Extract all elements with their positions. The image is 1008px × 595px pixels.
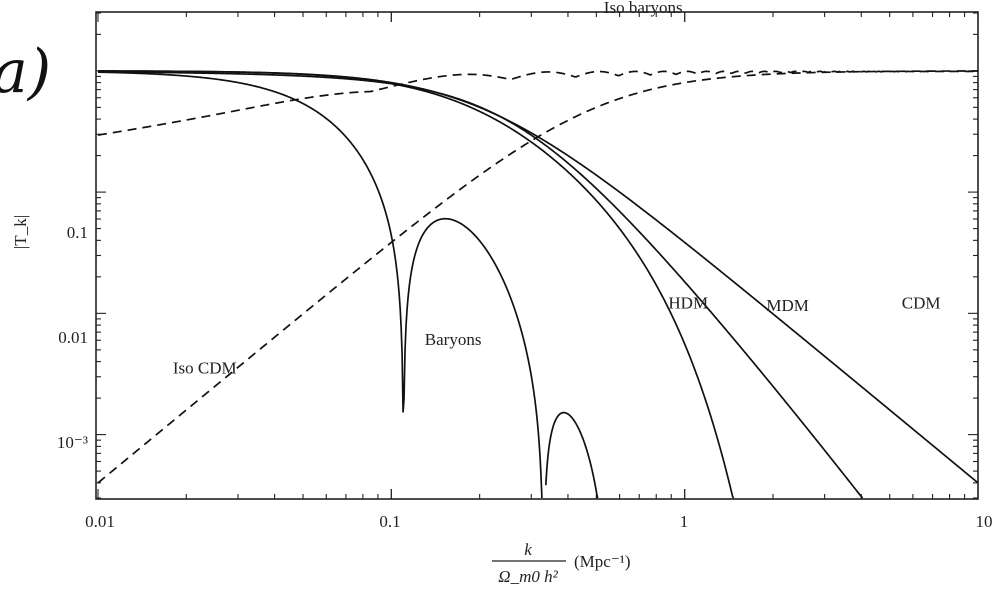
x-tick-label-1: 1: [680, 512, 689, 531]
x-tick-labels: 0.01 0.1 1 10: [85, 512, 992, 531]
y-axis-label: |T_k|: [11, 215, 30, 249]
series-label-baryons: Baryons: [425, 330, 482, 349]
series-label-iso-baryons: Iso baryons: [604, 0, 683, 17]
series-line-iso-cdm: [97, 70, 978, 484]
x-axis-label-numerator: k: [524, 540, 532, 559]
x-tick-label-0.01: 0.01: [85, 512, 115, 531]
series-label-hdm: HDM: [668, 293, 708, 312]
y-tick-labels: 0.1 0.01 10⁻³: [57, 223, 88, 452]
series-labels: CDM MDM HDM Baryons Iso baryons Iso CDM: [173, 0, 941, 377]
y-tick-label-0.01: 0.01: [58, 328, 88, 347]
axis-ticks: [96, 12, 979, 499]
panel-label: a): [0, 37, 51, 107]
series-line-baryons: [97, 71, 599, 499]
y-tick-label-0.001: 10⁻³: [57, 433, 88, 452]
series-label-iso-cdm: Iso CDM: [173, 358, 237, 377]
x-axis-label: k Ω_m0 h² (Mpc⁻¹): [492, 540, 631, 586]
series-label-mdm: MDM: [766, 296, 809, 315]
series-label-cdm: CDM: [902, 293, 941, 312]
x-tick-label-10: 10: [976, 512, 993, 531]
series-line-hdm: [98, 70, 735, 499]
series-curves: [97, 70, 979, 499]
y-tick-label-0.1: 0.1: [67, 223, 88, 242]
x-tick-label-0.1: 0.1: [379, 512, 400, 531]
x-axis-label-unit: (Mpc⁻¹): [574, 552, 631, 571]
series-line-mdm: [98, 71, 864, 499]
x-axis-label-denominator: Ω_m0 h²: [498, 567, 558, 586]
